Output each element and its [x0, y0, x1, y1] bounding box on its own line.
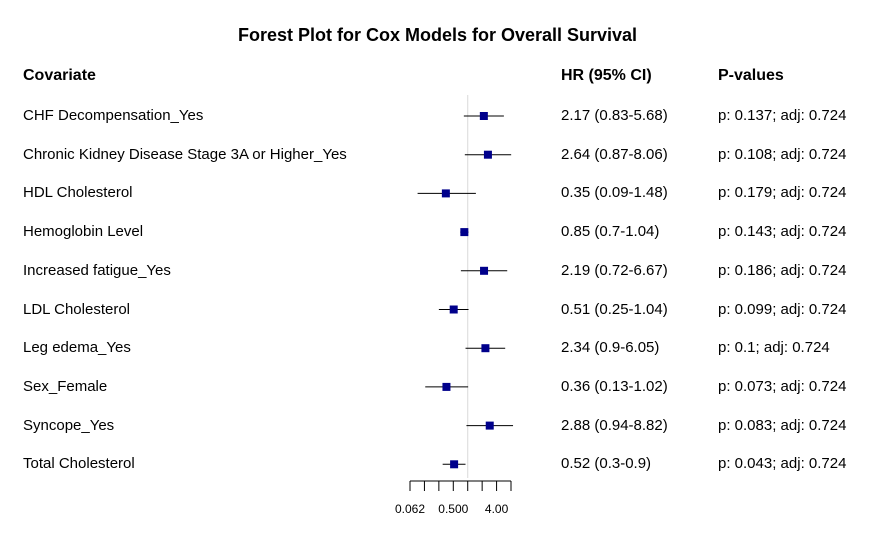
hr-point	[480, 266, 489, 275]
row-pvalue-text: p: 0.108; adj: 0.724	[718, 145, 847, 163]
row-hr-text: 2.19 (0.72-6.67)	[561, 261, 668, 279]
row-hr-text: 2.88 (0.94-8.82)	[561, 416, 668, 434]
row-covariate-label: Leg edema_Yes	[23, 339, 131, 357]
row-pvalue-text: p: 0.073; adj: 0.724	[718, 377, 847, 395]
row-pvalue-text: p: 0.1; adj: 0.724	[718, 339, 830, 357]
row-hr-text: 0.85 (0.7-1.04)	[561, 223, 660, 241]
row-pvalue-text: p: 0.143; adj: 0.724	[718, 223, 847, 241]
row-covariate-label: Hemoglobin Level	[23, 223, 144, 241]
hr-point	[442, 382, 451, 391]
row-hr-text: 0.52 (0.3-0.9)	[561, 455, 652, 473]
chart-title: Forest Plot for Cox Models for Overall S…	[237, 25, 638, 45]
row-hr-text: 0.35 (0.09-1.48)	[561, 184, 668, 202]
hr-point	[485, 421, 494, 430]
header-hr: HR (95% CI)	[561, 67, 652, 84]
hr-point	[449, 305, 458, 314]
x-tick-label: 0.500	[438, 502, 468, 516]
row-pvalue-text: p: 0.179; adj: 0.724	[718, 184, 847, 202]
row-pvalue-text: p: 0.083; adj: 0.724	[718, 416, 847, 434]
hr-point	[460, 228, 469, 237]
row-covariate-label: Total Cholesterol	[23, 455, 135, 473]
hr-point	[450, 460, 459, 469]
row-covariate-label: HDL Cholesterol	[23, 184, 133, 202]
row-hr-text: 2.64 (0.87-8.06)	[561, 145, 668, 163]
row-hr-text: 2.17 (0.83-5.68)	[561, 107, 668, 124]
row-covariate-label: Chronic Kidney Disease Stage 3A or Highe…	[23, 145, 347, 163]
x-tick-label: 0.062	[395, 502, 425, 516]
row-pvalue-text: p: 0.043; adj: 0.724	[718, 455, 847, 473]
row-covariate-label: Syncope_Yes	[23, 416, 115, 434]
row-pvalue-text: p: 0.186; adj: 0.724	[718, 261, 847, 279]
row-covariate-label: Increased fatigue_Yes	[23, 261, 171, 279]
row-pvalue-text: p: 0.137; adj: 0.724	[718, 107, 847, 124]
hr-point	[441, 189, 450, 198]
hr-point	[479, 112, 488, 120]
hr-point	[481, 344, 490, 353]
row-covariate-label: CHF Decompensation_Yes	[23, 107, 204, 124]
row-hr-text: 0.36 (0.13-1.02)	[561, 377, 668, 395]
row-covariate-label: Sex_Female	[23, 377, 108, 395]
row-covariate-label: LDL Cholesterol	[23, 300, 130, 318]
row-hr-text: 2.34 (0.9-6.05)	[561, 339, 660, 357]
x-tick-label: 4.00	[485, 502, 509, 516]
hr-point	[483, 150, 492, 159]
header-pvalues: P-values	[718, 67, 784, 84]
row-hr-text: 0.51 (0.25-1.04)	[561, 300, 668, 318]
row-pvalue-text: p: 0.099; adj: 0.724	[718, 300, 847, 318]
header-covariate: Covariate	[23, 67, 96, 84]
